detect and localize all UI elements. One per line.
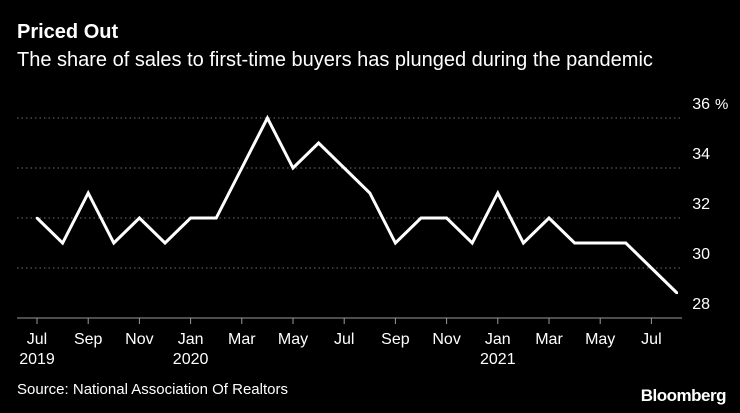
data-point [496,191,499,195]
y-tick-label: 36 [692,96,710,113]
data-point [599,241,602,245]
bloomberg-logo: Bloomberg [640,386,727,405]
x-tick-label: Mar [228,331,256,348]
data-point [675,291,679,295]
data-point [624,241,627,245]
data-point [112,241,116,245]
data-point [394,241,397,245]
x-tick-label: Nov [432,331,460,348]
x-tick-label: Mar [535,331,563,348]
data-point [343,166,346,170]
data-point [87,191,90,195]
data-point [61,241,64,245]
y-tick-label: 34 [692,146,710,163]
data-point [368,191,371,195]
y-tick-label: 30 [692,246,710,263]
data-point [522,241,525,245]
data-point [189,216,192,220]
data-point [445,216,448,220]
data-point [419,216,423,220]
x-tick-year-label: 2020 [173,351,209,368]
y-unit-label: % [715,96,728,113]
data-point [266,116,269,120]
x-tick-year-label: 2019 [19,351,55,368]
series-line [35,114,679,295]
data-point [650,266,653,270]
x-tick-label: Jan [178,331,204,348]
data-point [573,241,576,245]
x-tick-label: Jul [334,331,354,348]
chart-subtitle: The share of sales to first-time buyers … [17,49,653,71]
x-tick-label: Jul [641,331,661,348]
data-point [547,216,551,220]
data-point [163,241,167,245]
data-point [291,166,295,170]
chart-title: Priced Out [17,21,119,43]
x-tick-label: Jul [27,331,47,348]
x-tick-label: Jan [485,331,511,348]
data-point [471,241,474,245]
source-note: Source: National Association Of Realtors [17,381,288,398]
data-point [317,141,320,145]
x-tick-label: Nov [125,331,153,348]
x-tick-label: May [278,331,308,348]
x-tick-label: Sep [381,331,410,348]
data-point [215,216,218,220]
data-point [138,216,141,220]
data-point [240,166,243,170]
x-tick-year-label: 2021 [480,351,516,368]
data-point [35,216,39,220]
x-tick-label: Sep [74,331,103,348]
y-tick-label: 32 [692,196,710,213]
y-tick-label: 28 [692,296,710,313]
x-tick-label: May [585,331,615,348]
